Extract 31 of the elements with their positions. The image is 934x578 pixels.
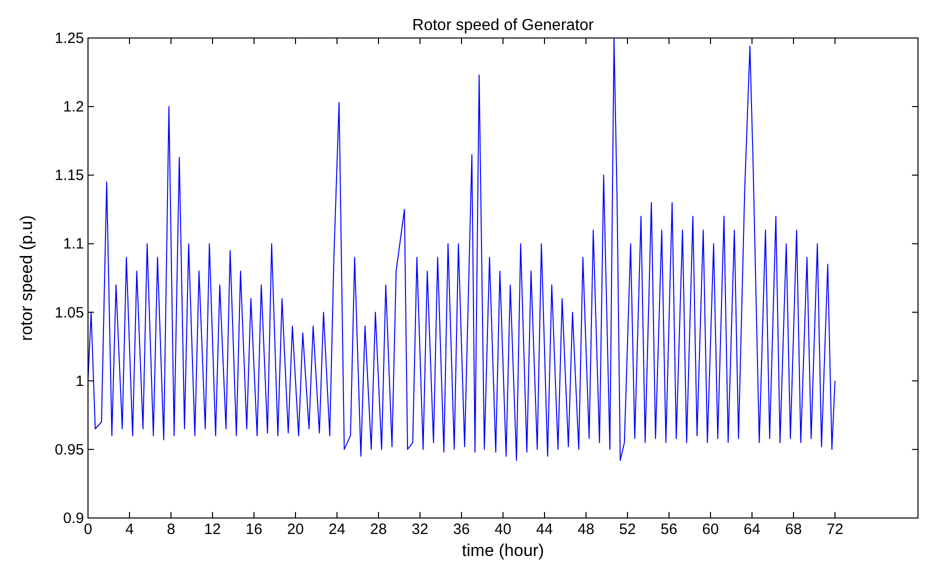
x-axis-title: time (hour) [462,541,544,560]
x-tick-label: 28 [370,521,387,538]
x-tick-label: 60 [702,521,719,538]
y-tick-label: 1.1 [63,236,84,253]
y-tick-label: 0.95 [54,441,84,458]
x-tick-label: 44 [536,521,553,538]
y-tick-label: 1.15 [54,167,84,184]
x-tick-label: 8 [166,521,176,538]
x-tick-label: 64 [744,521,760,538]
x-tick-label: 16 [246,521,262,538]
x-tick-label: 0 [84,521,92,538]
x-tick-label: 20 [287,521,304,538]
x-tick-label: 48 [578,521,594,538]
y-tick-label: 1.05 [54,304,84,322]
chart-title: Rotor speed of Generator [412,17,594,34]
y-tick-label: 1.2 [63,98,84,116]
y-tick-label: 1.25 [54,30,84,47]
x-tick-label: 12 [204,521,221,538]
x-tick-label: 52 [619,521,636,538]
x-tick-label: 68 [785,521,802,538]
x-tick-label: 56 [660,521,678,538]
y-tick-label: 1 [76,372,84,390]
y-tick-label: 0.9 [63,510,84,527]
x-tick-label: 40 [494,521,512,538]
x-tick-label: 4 [125,521,134,538]
x-tick-label: 32 [412,521,428,538]
y-axis-title: rotor speed (p.u) [17,215,36,341]
x-tick-label: 72 [826,521,844,538]
x-tick-label: 24 [328,521,346,538]
line-series [88,38,836,461]
x-tick-label: 36 [453,521,470,538]
